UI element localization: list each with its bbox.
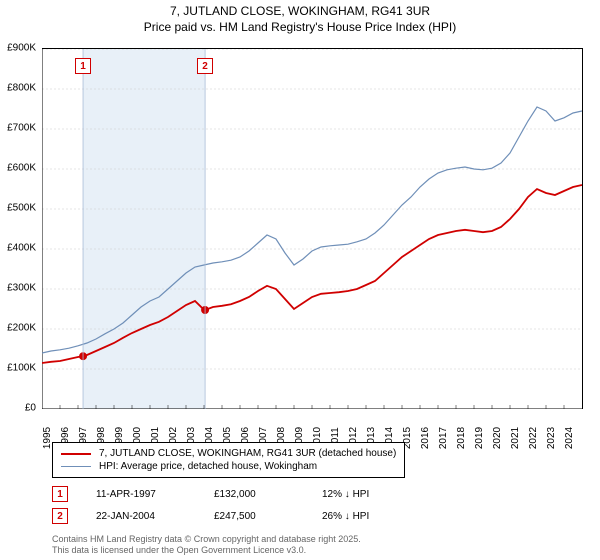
transaction-marker: 1 bbox=[52, 486, 68, 502]
x-tick-label: 2016 bbox=[420, 427, 431, 449]
chart-svg bbox=[42, 49, 582, 409]
legend-swatch bbox=[61, 466, 91, 467]
y-tick-label: £500K bbox=[7, 203, 36, 214]
chart-marker: 1 bbox=[75, 58, 91, 74]
copyright-line1: Contains HM Land Registry data © Crown c… bbox=[52, 534, 361, 545]
x-tick-label: 2020 bbox=[492, 427, 503, 449]
chart-title-block: 7, JUTLAND CLOSE, WOKINGHAM, RG41 3UR Pr… bbox=[0, 0, 600, 34]
y-tick-label: £800K bbox=[7, 83, 36, 94]
y-tick-label: £200K bbox=[7, 323, 36, 334]
y-tick-label: £0 bbox=[25, 403, 36, 414]
x-tick-label: 2023 bbox=[546, 427, 557, 449]
legend-label: HPI: Average price, detached house, Woki… bbox=[99, 461, 317, 472]
y-tick-label: £300K bbox=[7, 283, 36, 294]
legend-swatch bbox=[61, 453, 91, 455]
x-axis: 1995199619971998199920002001200220032004… bbox=[42, 410, 582, 438]
copyright-notice: Contains HM Land Registry data © Crown c… bbox=[52, 534, 361, 556]
y-tick-label: £700K bbox=[7, 123, 36, 134]
transaction-row: 1 11-APR-1997 £132,000 12% ↓ HPI bbox=[52, 486, 369, 502]
copyright-line2: This data is licensed under the Open Gov… bbox=[52, 545, 361, 556]
title-address: 7, JUTLAND CLOSE, WOKINGHAM, RG41 3UR bbox=[0, 4, 600, 18]
chart-marker: 2 bbox=[197, 58, 213, 74]
y-tick-label: £600K bbox=[7, 163, 36, 174]
x-tick-label: 2019 bbox=[474, 427, 485, 449]
transaction-row: 2 22-JAN-2004 £247,500 26% ↓ HPI bbox=[52, 508, 369, 524]
transaction-price: £132,000 bbox=[214, 489, 294, 500]
transaction-date: 22-JAN-2004 bbox=[96, 511, 186, 522]
chart-plot-area bbox=[42, 48, 583, 409]
transaction-delta: 26% ↓ HPI bbox=[322, 511, 369, 522]
transaction-delta: 12% ↓ HPI bbox=[322, 489, 369, 500]
transaction-price: £247,500 bbox=[214, 511, 294, 522]
x-tick-label: 2017 bbox=[438, 427, 449, 449]
legend: 7, JUTLAND CLOSE, WOKINGHAM, RG41 3UR (d… bbox=[52, 442, 405, 478]
title-subtitle: Price paid vs. HM Land Registry's House … bbox=[0, 20, 600, 34]
x-tick-label: 2018 bbox=[456, 427, 467, 449]
transaction-date: 11-APR-1997 bbox=[96, 489, 186, 500]
x-tick-label: 2022 bbox=[528, 427, 539, 449]
legend-label: 7, JUTLAND CLOSE, WOKINGHAM, RG41 3UR (d… bbox=[99, 448, 396, 459]
legend-row: 7, JUTLAND CLOSE, WOKINGHAM, RG41 3UR (d… bbox=[61, 447, 396, 460]
y-tick-label: £100K bbox=[7, 363, 36, 374]
y-tick-label: £400K bbox=[7, 243, 36, 254]
transaction-marker: 2 bbox=[52, 508, 68, 524]
y-tick-label: £900K bbox=[7, 43, 36, 54]
y-axis: £0£100K£200K£300K£400K£500K£600K£700K£80… bbox=[0, 48, 40, 408]
x-tick-label: 2024 bbox=[564, 427, 575, 449]
legend-row: HPI: Average price, detached house, Woki… bbox=[61, 460, 396, 473]
x-tick-label: 2021 bbox=[510, 427, 521, 449]
